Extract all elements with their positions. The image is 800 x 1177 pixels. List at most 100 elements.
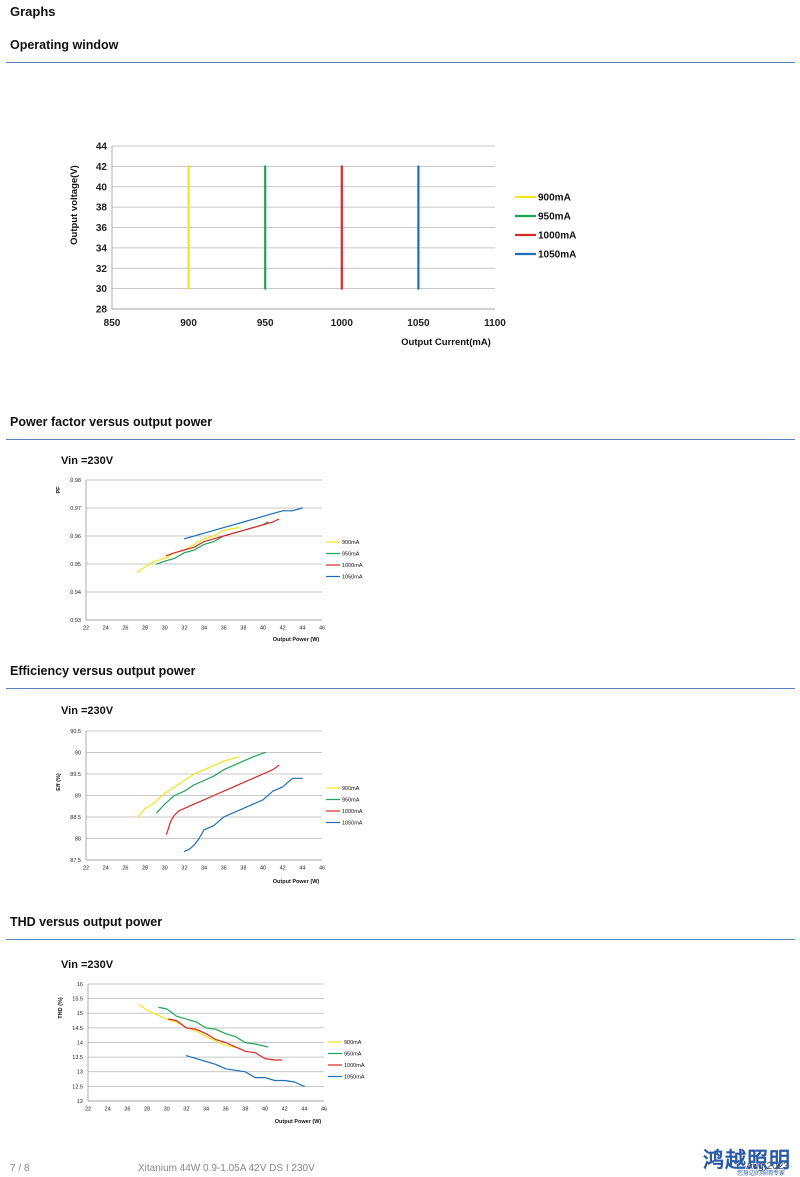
series-line-1050mA [183,507,303,540]
x-tick-label: 26 [122,625,128,631]
x-tick-label: 44 [301,1106,307,1112]
x-tick-label: 44 [299,625,305,631]
x-tick-label: 900 [180,318,197,329]
legend-label-900mA: 900mA [342,786,360,792]
series-line-950mA [156,751,266,814]
x-tick-label: 22 [83,625,89,631]
x-tick-label: 28 [144,1106,150,1112]
y-tick-label: 0.93 [70,618,81,624]
y-tick-label: 12.5 [72,1084,83,1090]
section-divider [6,688,795,689]
x-tick-label: 46 [319,625,325,631]
x-tick-label: 30 [162,865,168,871]
brand-logo: 鸿越照明 [703,1148,791,1172]
series-line-1000mA [168,1018,283,1061]
x-tick-label: 32 [183,1106,189,1112]
y-tick-label: 40 [96,182,108,193]
section-title-operating-window: Operating window [10,38,119,52]
legend-label-950mA: 950mA [342,551,360,557]
x-tick-label: 26 [122,865,128,871]
x-axis-label: Output Power (W) [275,1119,322,1125]
vin-label: Vin =230V [61,455,114,467]
series-line-1000mA [166,518,280,557]
x-tick-label: 22 [85,1106,91,1112]
series-line-900mA [136,526,239,574]
x-tick-label: 950 [257,318,274,329]
x-tick-label: 32 [181,625,187,631]
x-tick-label: 850 [104,318,121,329]
legend-label-1000mA: 1000mA [342,563,363,569]
y-tick-label: 28 [96,305,108,316]
y-tick-label: 42 [96,162,108,173]
x-tick-label: 40 [260,625,266,631]
x-tick-label: 42 [280,625,286,631]
x-tick-label: 34 [201,625,207,631]
x-tick-label: 1000 [331,318,354,329]
x-tick-label: 24 [105,1106,111,1112]
x-tick-label: 34 [203,1106,209,1112]
x-tick-label: 24 [103,865,109,871]
x-tick-label: 44 [299,865,305,871]
legend-label-1000mA: 1000mA [342,809,363,815]
x-tick-label: 38 [240,625,246,631]
y-tick-label: 0.96 [70,534,81,540]
y-tick-label: 16 [77,982,83,988]
x-tick-label: 24 [103,625,109,631]
legend-label-900mA: 900mA [538,193,571,204]
vin-label: Vin =230V [61,959,114,971]
series-line-950mA [158,1006,269,1048]
x-axis-label: Output Power (W) [273,879,320,885]
y-tick-label: 13.5 [72,1055,83,1061]
x-tick-label: 28 [142,865,148,871]
x-axis-label: Output Current(mA) [401,337,491,348]
x-tick-label: 28 [142,625,148,631]
section-divider [6,62,795,63]
series-line-900mA [137,756,239,818]
legend-label-900mA: 900mA [342,540,360,546]
section-divider [6,439,795,440]
x-tick-label: 40 [260,865,266,871]
legend-label-1050mA: 1050mA [538,250,576,261]
y-tick-label: 14.5 [72,1026,83,1032]
x-tick-label: 42 [280,865,286,871]
x-tick-label: 40 [262,1106,268,1112]
series-line-1000mA [166,764,280,835]
x-tick-label: 32 [181,865,187,871]
x-tick-label: 22 [83,865,89,871]
y-tick-label: 12 [77,1099,83,1105]
y-tick-label: 38 [96,203,108,214]
legend-label-1000mA: 1000mA [538,231,576,242]
y-tick-label: 44 [96,142,108,153]
y-tick-label: 0.98 [70,478,81,484]
y-tick-label: 32 [96,264,108,275]
y-axis-label: Output voltage(V) [69,165,80,245]
y-tick-label: 87.5 [70,858,81,864]
product-name: Xitanium 44W 0.9-1.05A 42V DS I 230V [138,1163,315,1174]
y-tick-label: 15.5 [72,997,83,1003]
x-axis-label: Output Power (W) [273,637,320,643]
y-axis-label: Eff (%) [56,773,62,791]
x-tick-label: 36 [221,625,227,631]
series-line-1050mA [185,1055,305,1088]
x-tick-label: 36 [223,1106,229,1112]
x-tick-label: 46 [321,1106,327,1112]
page-title: Graphs [10,4,56,19]
x-tick-label: 1100 [484,318,506,329]
series-line-1050mA [183,777,303,853]
y-tick-label: 15 [77,1011,83,1017]
legend-label-1050mA: 1050mA [342,820,363,826]
legend-label-950mA: 950mA [342,797,360,803]
y-tick-label: 0.95 [70,562,81,568]
y-tick-label: 89 [75,793,81,799]
x-tick-label: 38 [240,865,246,871]
x-tick-label: 36 [221,865,227,871]
section-divider [6,939,795,940]
legend-label-950mA: 950mA [344,1051,362,1057]
x-tick-label: 30 [162,625,168,631]
x-tick-label: 26 [124,1106,130,1112]
y-tick-label: 0.94 [70,590,81,596]
y-tick-label: 30 [96,284,108,295]
y-tick-label: 34 [96,243,108,254]
doc-date: Aug 2023 [746,1161,789,1172]
